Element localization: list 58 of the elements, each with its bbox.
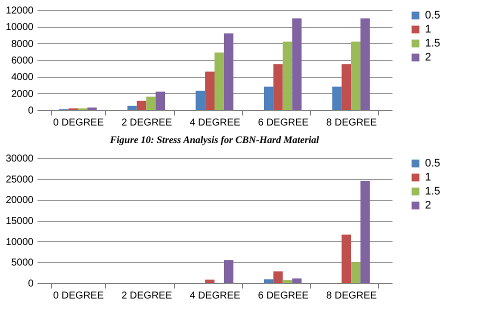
y-tick-label: 0 <box>28 278 34 290</box>
bar <box>205 280 214 283</box>
x-tick-label: 2 DEGREE <box>121 118 172 128</box>
y-tick-label: 6000 <box>11 56 34 66</box>
bar <box>196 90 206 110</box>
bar <box>342 234 352 283</box>
bar <box>224 260 234 283</box>
bar <box>292 278 302 283</box>
y-tick-label: 10000 <box>6 22 34 34</box>
legend-label: 0.5 <box>425 158 440 170</box>
bar <box>360 18 370 110</box>
y-tick-label: 0 <box>28 106 34 116</box>
x-tick-label: 6 DEGREE <box>258 118 309 128</box>
bar <box>146 96 156 110</box>
x-tick-label: 8 DEGREE <box>326 118 378 128</box>
legend-label: 2 <box>425 200 432 212</box>
bar <box>292 18 302 110</box>
y-tick-label: 4000 <box>11 72 34 84</box>
bar <box>351 42 360 110</box>
bar <box>332 86 342 110</box>
legend-label: 2 <box>425 52 432 64</box>
bar <box>342 64 352 110</box>
x-tick-label: 4 DEGREE <box>190 118 241 128</box>
bar <box>282 280 292 283</box>
bar <box>282 42 292 110</box>
y-tick-label: 12000 <box>6 6 34 16</box>
bar <box>264 86 274 110</box>
x-tick-label: 4 DEGREE <box>190 290 241 302</box>
bar <box>156 92 166 110</box>
bar <box>273 64 283 110</box>
y-tick-label: 15000 <box>6 216 34 227</box>
x-tick-label: 2 DEGREE <box>121 290 172 302</box>
x-tick-label: 0 DEGREE <box>53 118 104 128</box>
bar <box>214 52 224 110</box>
y-tick-label: 25000 <box>6 174 34 186</box>
y-tick-label: 5000 <box>11 258 34 269</box>
bar <box>264 279 274 283</box>
bar <box>224 33 234 110</box>
legend-label: 0.5 <box>425 10 440 22</box>
caption: Figure 10: Stress Analysis for CBN-Hard Material <box>108 135 320 146</box>
y-tick-label: 20000 <box>6 195 34 206</box>
bar <box>351 262 360 283</box>
legend-label: 1.5 <box>425 186 440 198</box>
x-tick-label: 8 DEGREE <box>326 290 378 302</box>
legend-label: 1.5 <box>425 38 440 50</box>
y-tick-label: 10000 <box>6 236 34 248</box>
y-tick-label: 30000 <box>6 154 34 164</box>
bar <box>136 100 146 110</box>
y-tick-label: 2000 <box>11 88 34 100</box>
bar <box>273 271 283 283</box>
bar <box>127 106 137 110</box>
legend-label: 1 <box>425 24 432 36</box>
y-tick-label: 8000 <box>11 38 34 50</box>
legend-label: 1 <box>425 172 432 184</box>
x-tick-label: 0 DEGREE <box>53 290 104 302</box>
bar <box>360 180 370 283</box>
x-tick-label: 6 DEGREE <box>258 290 309 302</box>
bar <box>205 72 214 110</box>
